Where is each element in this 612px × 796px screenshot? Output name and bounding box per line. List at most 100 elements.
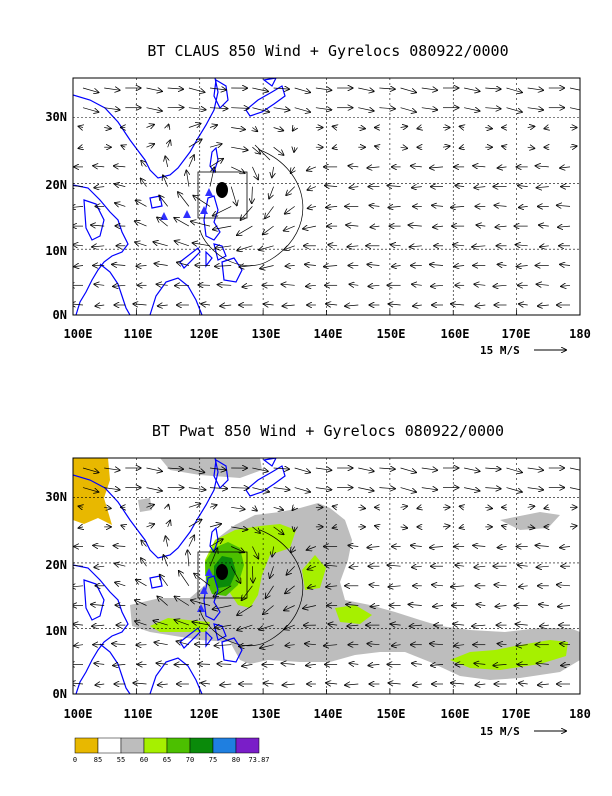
colorbar-swatch [144, 738, 167, 753]
wind-arrow [189, 108, 206, 110]
wind-arrow [519, 304, 528, 305]
wind-arrow [252, 128, 257, 132]
colorbar-swatch [213, 738, 236, 753]
wind-arrow [371, 226, 380, 227]
wind-arrow [350, 566, 359, 567]
wind-arrow [286, 266, 295, 267]
wind-arrow [477, 604, 486, 605]
wind-arrow [112, 644, 125, 645]
wind-arrow [274, 507, 284, 510]
colorbar-label: 0 [73, 756, 77, 764]
wind-arrow [115, 582, 125, 585]
panel-top: BT CLAUS 850 Wind + Gyrelocs 080922/0000 [45, 42, 591, 357]
wind-arrow [494, 585, 506, 586]
wind-arrow [295, 468, 310, 472]
wind-arrow [370, 205, 380, 206]
wind-arrow [303, 226, 316, 229]
wind-arrow [242, 664, 252, 666]
lon-labels: 100E 110E 120E 130E 140E 150E 160E 170E … [64, 707, 591, 721]
wind-arrow [409, 604, 422, 605]
lon-label: 100E [64, 327, 93, 341]
wind-arrow [168, 88, 183, 89]
wind-arrow [231, 128, 245, 130]
wind-arrow [306, 285, 316, 286]
grid-lines [73, 78, 580, 315]
wind-arrow [485, 88, 500, 89]
wind-arrow [92, 246, 104, 247]
colorbar-swatch [121, 738, 144, 753]
wind-arrow [368, 664, 379, 665]
wind-arrow [367, 547, 379, 548]
wind-arrow [370, 585, 380, 586]
wind-arrow [316, 108, 331, 110]
wind-arrow [283, 305, 295, 306]
wind-arrow [325, 186, 337, 187]
wind-arrow [220, 684, 231, 685]
wind-arrow [189, 488, 206, 490]
wind-arrow [401, 506, 408, 507]
wind-arrow [135, 242, 146, 246]
wind-arrow [175, 241, 189, 246]
wind-arrow [73, 245, 83, 246]
wind-arrow [560, 547, 570, 548]
wind-arrow [137, 266, 147, 267]
wind-arrow [147, 108, 162, 111]
wind-arrow [460, 527, 464, 528]
wind-arrow [537, 566, 549, 567]
wind-arrow [560, 264, 570, 265]
wind-arrow [121, 146, 125, 148]
wind-arrow [451, 304, 464, 305]
wind-arrow [570, 146, 577, 147]
wind-arrow [231, 147, 247, 150]
wind-arrow [528, 147, 535, 148]
wind-arrow [401, 468, 416, 472]
wind-arrow [113, 664, 125, 665]
wind-arrow [93, 545, 104, 546]
colorbar-label: 73.87 [248, 756, 269, 764]
coastlines [73, 78, 285, 315]
wind-arrow [413, 305, 422, 306]
wind-arrow [163, 555, 167, 566]
wind-arrow [538, 305, 549, 306]
wind-arrow [485, 507, 492, 508]
wind-arrow [496, 226, 507, 227]
wind-arrow [507, 108, 522, 112]
wind-arrow [368, 285, 379, 286]
wind-arrow [570, 526, 577, 527]
wind-arrow [147, 524, 155, 527]
wind-arrow [114, 546, 126, 547]
wind-arrow [498, 547, 507, 548]
wind-arrow [115, 203, 125, 206]
wind-arrow [282, 284, 295, 285]
wind-arrow [201, 304, 210, 305]
wind-arrow [430, 167, 443, 168]
wind-arrow [189, 536, 194, 547]
lon-label: 180 [569, 707, 591, 721]
wind-arrow [252, 507, 257, 510]
lat-label: 30N [45, 110, 67, 124]
wind-arrow [451, 683, 464, 684]
wind-arrow [558, 606, 570, 607]
wind-arrow [333, 147, 337, 148]
wind-arrow [237, 246, 252, 251]
wind-arrow [389, 683, 401, 684]
wind-arrow [79, 527, 83, 528]
lon-label: 140E [314, 707, 343, 721]
wind-arrow [326, 304, 337, 305]
wind-arrow [260, 266, 273, 269]
wind-arrow [432, 205, 443, 206]
lon-label: 150E [377, 327, 406, 341]
wind-arrow [539, 225, 549, 226]
wind-arrow [379, 88, 394, 89]
wind-arrow [283, 684, 295, 685]
wind-arrow [528, 488, 543, 490]
wind-arrow [307, 167, 316, 171]
wind-arrow [464, 108, 479, 111]
wind-arrow [422, 488, 437, 490]
wind-arrow [210, 144, 222, 147]
wind-arrow [519, 586, 528, 587]
wind-arrow [518, 186, 528, 187]
wind-arrow [73, 624, 83, 625]
wind-arrow [401, 88, 416, 92]
wind-arrow [178, 192, 189, 206]
